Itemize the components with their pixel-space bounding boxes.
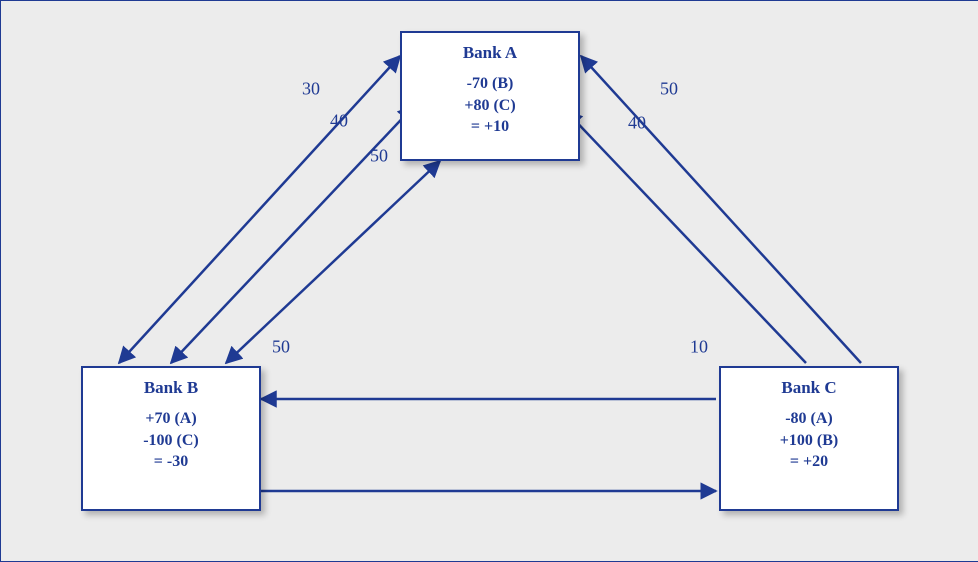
node-title: Bank C — [729, 378, 889, 398]
edge-label-AC2: 40 — [628, 113, 646, 134]
node-value-line: = +10 — [410, 116, 570, 138]
node-value-line: +80 (C) — [410, 95, 570, 117]
edge-label-BC_bottom: 50 — [272, 337, 290, 358]
node-value-line: +100 (B) — [729, 430, 889, 452]
node-bank-c: Bank C -80 (A) +100 (B) = +20 — [719, 366, 899, 511]
edge-AB1 — [119, 56, 400, 363]
node-bank-b: Bank B +70 (A) -100 (C) = -30 — [81, 366, 261, 511]
node-value-line: = -30 — [91, 451, 251, 473]
node-value-line: +70 (A) — [91, 408, 251, 430]
edge-label-AC1: 50 — [660, 79, 678, 100]
node-value-line: = +20 — [729, 451, 889, 473]
edge-AC2 — [566, 111, 806, 363]
node-title: Bank B — [91, 378, 251, 398]
edge-label-AB2: 40 — [330, 111, 348, 132]
node-value-line: -70 (B) — [410, 73, 570, 95]
edge-AC1 — [581, 56, 861, 363]
edge-label-AB1: 30 — [302, 79, 320, 100]
node-value-line: -100 (C) — [91, 430, 251, 452]
node-title: Bank A — [410, 43, 570, 63]
node-value-line: -80 (A) — [729, 408, 889, 430]
edge-label-CB_top: 10 — [690, 337, 708, 358]
edge-label-AB3: 50 — [370, 146, 388, 167]
node-bank-a: Bank A -70 (B) +80 (C) = +10 — [400, 31, 580, 161]
diagram-canvas: Bank A -70 (B) +80 (C) = +10 Bank B +70 … — [0, 0, 978, 562]
edge-AB3 — [226, 161, 440, 363]
